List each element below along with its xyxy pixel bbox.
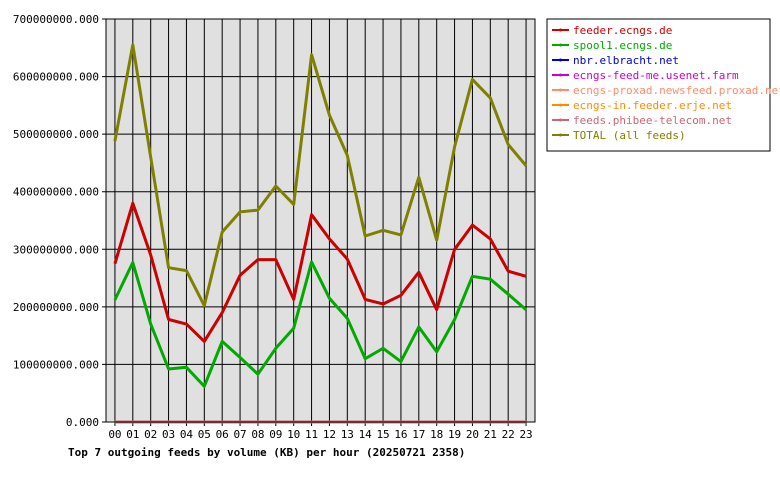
- x-tick-label: 18: [430, 428, 443, 441]
- plot-background: [106, 19, 535, 422]
- y-tick-label: 400000000.000: [13, 186, 99, 199]
- x-tick-label: 19: [448, 428, 461, 441]
- legend-marker: [559, 103, 562, 107]
- series-line: [113, 260, 528, 388]
- legend: feeder.ecngs.de spool1.ecngs.de nbr.elbrac…: [546, 18, 780, 152]
- x-tick-label: 13: [341, 428, 354, 441]
- x-tick-label: 17: [412, 428, 425, 441]
- x-tick-label: 07: [233, 428, 246, 441]
- x-tick-label: 21: [484, 428, 497, 441]
- legend-label: feeds.phibee-telecom.net: [573, 114, 732, 127]
- y-tick-label: 500000000.000: [13, 128, 99, 141]
- x-tick-label: 22: [502, 428, 515, 441]
- legend-box: [546, 18, 771, 152]
- legend-label: spool1.ecngs.de: [573, 39, 672, 52]
- x-tick-label: 23: [519, 428, 532, 441]
- x-tick-labels: 00 01 02 03 04 05 06 07 08 09 10 11 12 13 14 15 16 17 18 19…: [108, 428, 532, 441]
- legend-marker: [559, 58, 562, 62]
- chart-title: Top 7 outgoing feeds by volume (KB) per …: [68, 446, 465, 459]
- legend-marker: [559, 28, 562, 32]
- legend-marker: [559, 43, 562, 47]
- series-line: [113, 43, 528, 308]
- legend-label: ecngs-proxad.newsfeed.proxad.net: [573, 84, 780, 97]
- x-tick-label: 15: [376, 428, 389, 441]
- plot-border: [105, 18, 536, 423]
- x-tick-label: 11: [305, 428, 318, 441]
- x-tick-label: 00: [108, 428, 121, 441]
- y-tick-label: 200000000.000: [13, 301, 99, 314]
- x-tick-label: 20: [466, 428, 479, 441]
- legend-label: feeder.ecngs.de: [573, 24, 672, 37]
- x-tick-label: 12: [323, 428, 336, 441]
- x-tick-label: 09: [269, 428, 282, 441]
- x-tick-label: 04: [180, 428, 194, 441]
- y-tick-label: 700000000.000: [13, 13, 99, 26]
- x-tick-label: 14: [359, 428, 373, 441]
- x-tick-label: 02: [144, 428, 157, 441]
- legend-marker: [559, 118, 562, 122]
- y-tick-label: 0.000: [66, 416, 99, 429]
- legend-marker: [559, 88, 562, 92]
- y-tick-label: 600000000.000: [13, 71, 99, 84]
- vertical-gridlines: [114, 19, 527, 426]
- legend-marker: [559, 133, 562, 137]
- x-tick-label: 08: [251, 428, 264, 441]
- y-tick-label: 300000000.000: [13, 243, 99, 256]
- x-tick-label: 06: [216, 428, 229, 441]
- x-tick-label: 03: [162, 428, 175, 441]
- legend-label: ecngs-in.feeder.erje.net: [573, 99, 732, 112]
- legend-label: nbr.elbracht.net: [573, 54, 679, 67]
- legend-label: TOTAL (all feeds): [573, 129, 686, 142]
- y-tick-labels: 0.000 100000000.000 200000000.000 300000000…: [13, 13, 99, 429]
- x-tick-label: 10: [287, 428, 300, 441]
- y-tick-label: 100000000.000: [13, 358, 99, 371]
- x-tick-label: 05: [198, 428, 211, 441]
- series-line: [113, 201, 527, 343]
- x-tick-label: 16: [394, 428, 407, 441]
- legend-label: ecngs-feed-me.usenet.farm: [573, 69, 739, 82]
- legend-marker: [559, 73, 562, 77]
- x-tick-label: 01: [126, 428, 139, 441]
